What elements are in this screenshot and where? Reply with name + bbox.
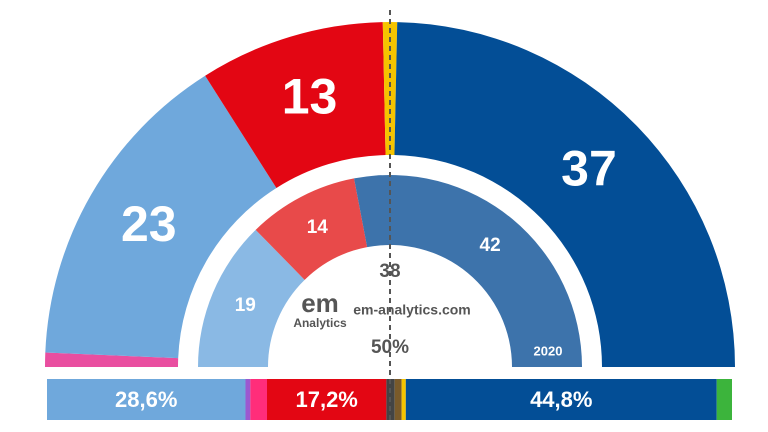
majority-seats: 38 — [379, 261, 400, 282]
bar-segment — [401, 379, 406, 420]
seat-segment — [382, 21, 398, 156]
seat-label: 19 — [235, 295, 256, 316]
seat-segment — [45, 75, 277, 359]
seat-label: 13 — [282, 69, 338, 125]
seat-segment — [205, 22, 386, 189]
majority-share: 50% — [371, 337, 409, 358]
bar-segment — [47, 379, 246, 420]
seat-segment — [255, 178, 368, 280]
website: em-analytics.com — [353, 302, 471, 318]
seat-label: 14 — [307, 217, 329, 238]
seat-segment — [394, 22, 735, 368]
bar-segment — [267, 379, 387, 420]
seat-label: 42 — [480, 235, 501, 256]
bar-label: 28,6% — [115, 387, 177, 412]
year-label: 2020 — [534, 343, 563, 358]
seat-segment — [198, 229, 305, 367]
bar-segment — [250, 379, 268, 420]
bar-segment — [394, 379, 402, 420]
bar-segment — [405, 379, 717, 420]
bar-segment — [716, 379, 732, 420]
logo-name: Analytics — [293, 316, 347, 330]
bar-segment — [245, 379, 251, 420]
seat-segment — [354, 175, 582, 367]
bar-label: 44,8% — [530, 387, 592, 412]
seat-segment — [45, 352, 179, 367]
bar-label: 17,2% — [295, 387, 357, 412]
logo: em — [301, 288, 339, 318]
seat-label: 37 — [561, 140, 617, 196]
seat-label: 23 — [121, 196, 177, 252]
